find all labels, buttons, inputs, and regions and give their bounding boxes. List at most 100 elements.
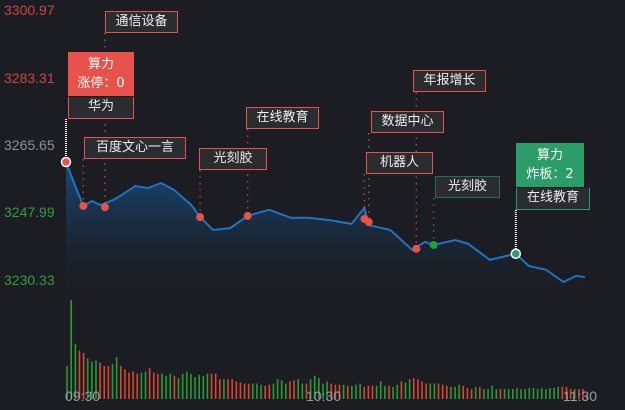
volume-bar xyxy=(462,385,465,399)
volume-bar xyxy=(181,373,184,399)
volume-bar xyxy=(532,388,535,399)
event-tag[interactable]: 在线教育 xyxy=(516,188,590,210)
volume-bar xyxy=(115,357,118,399)
volume-bar xyxy=(70,300,73,399)
volume-bar xyxy=(231,379,233,399)
event-callout[interactable]: 算力 炸板：2 xyxy=(516,143,584,187)
volume-bar xyxy=(264,385,266,399)
y-tick-label: 3265.65 xyxy=(4,137,55,153)
volume-bar xyxy=(256,383,258,399)
event-tag[interactable]: 光刻胶 xyxy=(435,176,500,198)
volume-bar xyxy=(285,383,287,399)
volume-bar xyxy=(412,378,415,399)
volume-bar xyxy=(549,388,551,399)
volume-bar xyxy=(82,352,85,399)
price-line xyxy=(65,161,586,284)
volume-bar xyxy=(491,385,493,399)
volume-bar xyxy=(111,363,114,399)
volume-bar xyxy=(243,383,246,399)
event-marker-dot xyxy=(429,240,438,249)
volume-bar xyxy=(495,389,498,399)
volume-bar xyxy=(152,372,155,399)
y-tick-label: 3230.33 xyxy=(4,272,55,288)
volume-bar xyxy=(272,383,275,399)
y-tick-label: 3247.99 xyxy=(4,204,55,220)
volume-bar xyxy=(553,388,555,399)
volume-bar xyxy=(425,383,427,399)
volume-bar xyxy=(338,384,341,399)
volume-bar xyxy=(433,383,436,399)
volume-bar xyxy=(210,373,213,399)
volume-bar xyxy=(140,372,143,399)
volume-bar xyxy=(342,384,345,399)
volume-bar xyxy=(528,388,531,399)
volume-bar xyxy=(503,389,506,399)
volume-bar xyxy=(301,383,304,399)
x-tick-label: 10:30 xyxy=(306,388,342,404)
volume-bar xyxy=(400,381,403,399)
volume-bar xyxy=(95,360,97,399)
volume-bar xyxy=(441,384,444,399)
volume-bar xyxy=(289,381,291,399)
volume-bar xyxy=(268,384,271,399)
volume-bar xyxy=(351,385,353,399)
volume-bar xyxy=(540,388,543,399)
volume-bar xyxy=(165,375,167,399)
x-tick-label: 11:30 xyxy=(563,388,597,404)
event-marker-dot xyxy=(60,156,72,168)
volume-bar xyxy=(78,350,81,399)
volume-bar xyxy=(91,361,93,399)
event-tag[interactable]: 通信设备 xyxy=(105,11,178,33)
volume-bar xyxy=(404,382,407,399)
volume-bar xyxy=(573,389,576,399)
volume-bar xyxy=(99,362,101,399)
event-callout[interactable]: 算力 涨停：0 xyxy=(68,52,134,96)
volume-bar xyxy=(322,383,324,399)
volume-bar xyxy=(309,379,312,399)
volume-bar xyxy=(202,375,205,399)
volume-bar xyxy=(545,389,547,399)
volume-bar xyxy=(371,385,374,399)
event-marker-dot xyxy=(79,201,88,210)
volume-bar xyxy=(507,389,510,399)
event-tag[interactable]: 在线教育 xyxy=(246,107,319,129)
price-area xyxy=(66,162,585,292)
volume-bar xyxy=(157,373,159,399)
volume-bar xyxy=(86,358,89,399)
volume-bar xyxy=(421,381,423,399)
volume-bar xyxy=(293,380,295,399)
volume-bar xyxy=(334,384,337,399)
event-tag[interactable]: 数据中心 xyxy=(371,111,444,133)
volume-bar xyxy=(318,378,320,399)
event-tag[interactable]: 华为 xyxy=(68,97,134,119)
volume-bar xyxy=(103,366,106,399)
event-marker-dot xyxy=(364,218,373,227)
volume-bar xyxy=(194,377,196,399)
volume-bar xyxy=(190,373,192,399)
volume-bar xyxy=(144,371,147,399)
event-tag[interactable]: 光刻胶 xyxy=(199,148,267,170)
volume-bar xyxy=(330,383,333,399)
volume-bar xyxy=(384,385,386,399)
volume-bar xyxy=(252,383,254,399)
volume-bar xyxy=(429,383,432,399)
volume-bar xyxy=(132,371,134,399)
event-tag[interactable]: 百度文心一言 xyxy=(84,137,186,159)
volume-bar xyxy=(578,389,580,399)
volume-bar xyxy=(161,373,163,399)
y-tick-label: 3283.31 xyxy=(4,70,55,86)
volume-bar xyxy=(512,389,514,399)
volume-bar xyxy=(379,381,382,399)
volume-bar xyxy=(223,379,225,399)
volume-bar xyxy=(392,386,394,399)
volume-bar xyxy=(516,388,518,399)
volume-bar xyxy=(107,366,110,399)
event-marker-dot xyxy=(412,244,421,253)
volume-bar xyxy=(280,380,283,399)
y-tick-label: 3300.97 xyxy=(4,2,55,18)
volume-bar xyxy=(417,379,419,399)
event-tag[interactable]: 机器人 xyxy=(366,152,433,174)
volume-bar xyxy=(478,386,481,399)
event-tag[interactable]: 年报增长 xyxy=(413,70,486,92)
volume-bar xyxy=(557,386,560,399)
